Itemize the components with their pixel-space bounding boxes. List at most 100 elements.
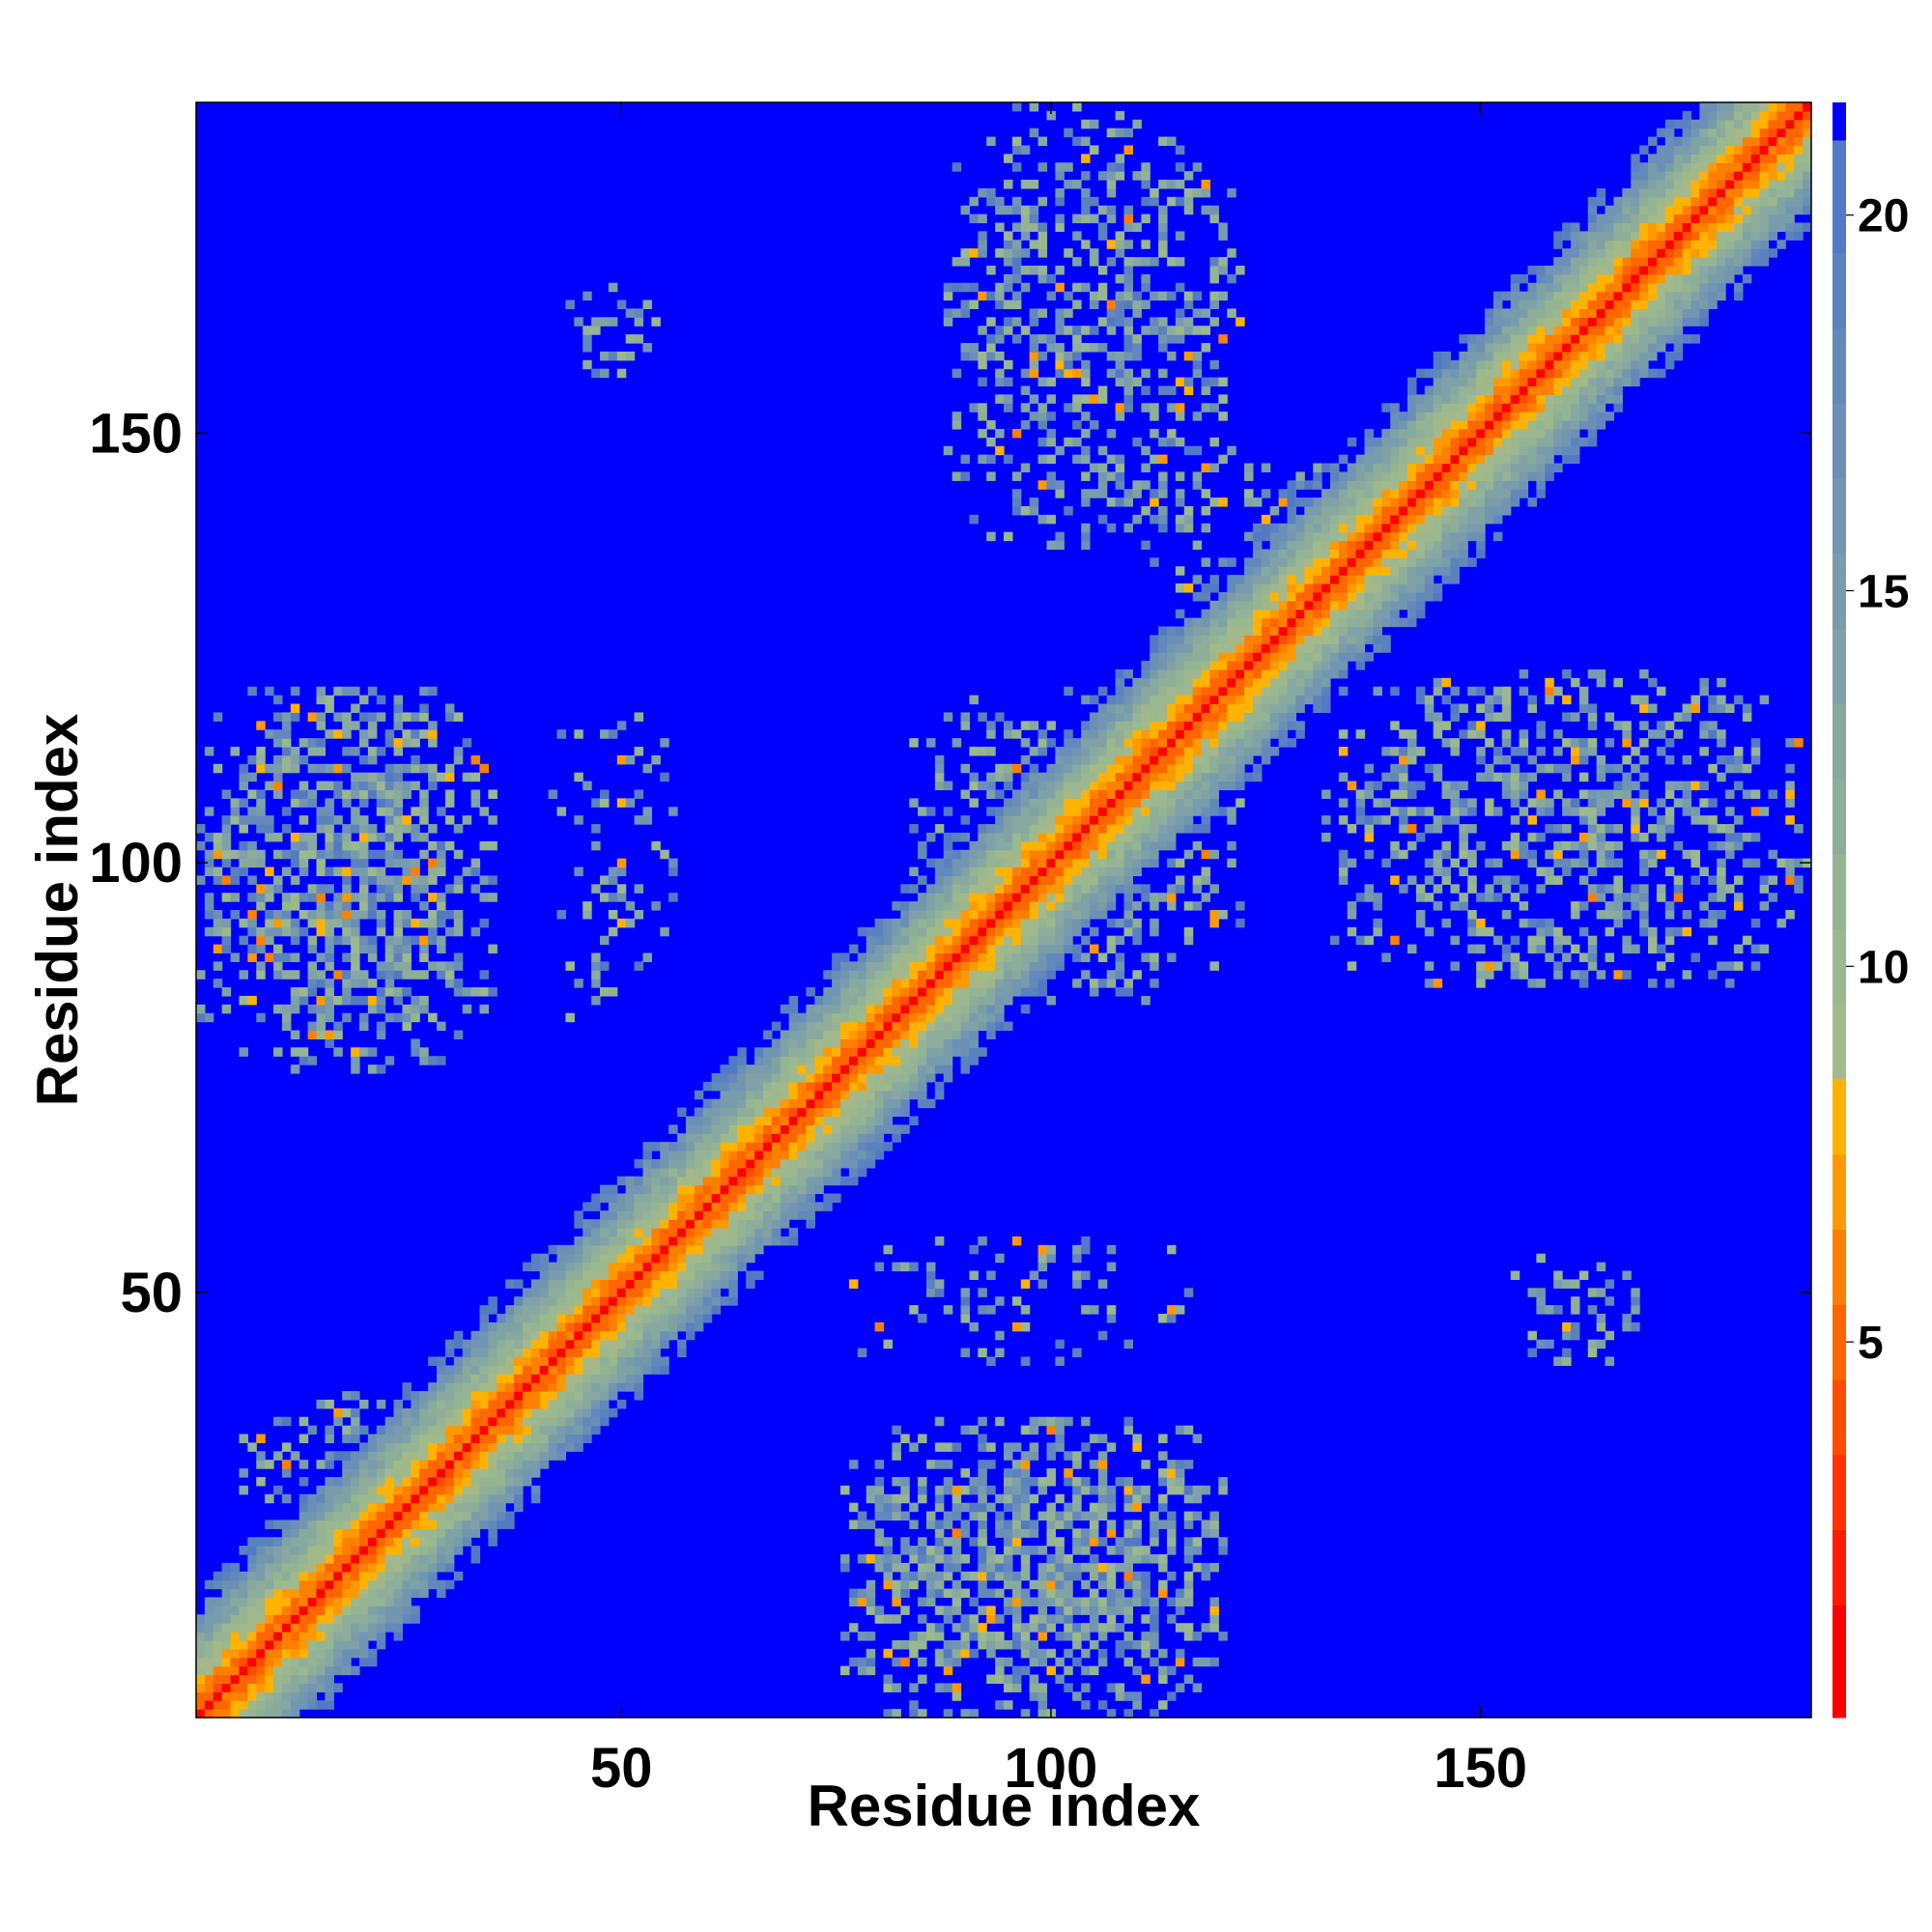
heatmap-cell	[1037, 1279, 1048, 1289]
heatmap-cell	[1097, 979, 1108, 988]
heatmap-cell	[1004, 1639, 1013, 1650]
heatmap-cell	[960, 918, 971, 928]
heatmap-cell	[978, 213, 987, 224]
heatmap-cell	[762, 1176, 773, 1186]
heatmap-cell	[1141, 1674, 1151, 1685]
heatmap-cell	[393, 1485, 404, 1495]
heatmap-cell	[256, 1434, 266, 1443]
heatmap-cell	[402, 1520, 412, 1529]
heatmap-cell	[883, 961, 893, 971]
heatmap-cell	[444, 1562, 455, 1573]
heatmap-cell	[1072, 979, 1082, 988]
heatmap-cell	[470, 772, 481, 782]
heatmap-cell	[298, 867, 309, 877]
heatmap-cell	[1106, 187, 1117, 198]
heatmap-cell	[307, 1648, 318, 1659]
heatmap-cell	[393, 1511, 404, 1521]
heatmap-cell	[960, 944, 971, 954]
heatmap-cell	[351, 1546, 360, 1555]
heatmap-cell	[530, 1485, 541, 1495]
heatmap-cell	[1046, 428, 1056, 439]
heatmap-cell	[625, 1382, 636, 1392]
heatmap-cell	[728, 1072, 738, 1083]
heatmap-cell	[1004, 1657, 1013, 1667]
heatmap-cell	[1115, 781, 1125, 791]
heatmap-cell	[1064, 849, 1073, 860]
heatmap-cell	[848, 1056, 859, 1065]
heatmap-cell	[685, 1288, 696, 1297]
heatmap-cell	[316, 1546, 326, 1555]
heatmap-cell	[1166, 652, 1177, 662]
heatmap-cell	[1055, 213, 1065, 224]
heatmap-cell	[883, 1038, 893, 1048]
heatmap-cell	[1097, 1657, 1108, 1667]
heatmap-cell	[1158, 514, 1168, 525]
heatmap-cell	[325, 815, 334, 825]
heatmap-cell	[393, 815, 404, 825]
heatmap-cell	[437, 1562, 446, 1573]
heatmap-cell	[479, 1416, 489, 1427]
heatmap-cell	[402, 1468, 412, 1478]
heatmap-cell	[1081, 1605, 1091, 1615]
heatmap-cell	[196, 1648, 206, 1659]
heatmap-cell	[892, 1588, 901, 1599]
heatmap-cell	[651, 1348, 661, 1358]
heatmap-cell	[677, 1228, 687, 1237]
heatmap-cell	[351, 1056, 360, 1065]
heatmap-cell	[943, 1004, 953, 1014]
heatmap-cell	[437, 1476, 446, 1487]
heatmap-cell	[428, 935, 438, 946]
heatmap-cell	[986, 875, 996, 885]
heatmap-cell	[273, 729, 283, 739]
heatmap-cell	[969, 196, 979, 207]
heatmap-cell	[213, 867, 223, 877]
heatmap-cell	[1072, 403, 1082, 412]
heatmap-cell	[351, 1554, 360, 1564]
heatmap-cell	[1123, 1709, 1133, 1719]
heatmap-cell	[1115, 1537, 1125, 1547]
heatmap-cell	[857, 1151, 867, 1160]
heatmap-cell	[1020, 901, 1031, 911]
heatmap-cell	[1046, 273, 1056, 284]
heatmap-cell	[462, 1407, 472, 1418]
heatmap-cell	[788, 1202, 799, 1211]
heatmap-cell	[1158, 205, 1168, 215]
heatmap-cell	[1020, 798, 1031, 808]
heatmap-cell	[367, 1605, 378, 1615]
heatmap-cell	[969, 1056, 979, 1065]
heatmap-cell	[497, 1511, 506, 1521]
heatmap-cell	[1097, 471, 1108, 481]
heatmap-cell	[411, 858, 420, 868]
heatmap-cell	[1123, 729, 1133, 739]
heatmap-cell	[479, 1511, 489, 1521]
heatmap-cell	[239, 867, 248, 877]
heatmap-cell	[797, 1047, 808, 1057]
heatmap-cell	[600, 1228, 610, 1237]
heatmap-cell	[1097, 754, 1108, 765]
heatmap-cell	[1004, 1021, 1013, 1032]
heatmap-cell	[694, 1116, 704, 1125]
heatmap-cell	[402, 1528, 412, 1538]
heatmap-cell	[325, 1562, 334, 1573]
heatmap-cell	[402, 1021, 412, 1032]
heatmap-cell	[316, 884, 326, 894]
heatmap-cell	[1081, 1244, 1091, 1255]
heatmap-cell	[497, 1356, 506, 1366]
heatmap-cell	[1089, 849, 1099, 860]
heatmap-cell	[986, 1632, 996, 1641]
heatmap-cell	[866, 1665, 876, 1676]
heatmap-cell	[265, 1648, 274, 1659]
heatmap-cell	[728, 1184, 738, 1195]
heatmap-cell	[1097, 445, 1108, 456]
heatmap-cell	[539, 1399, 550, 1409]
heatmap-cell	[892, 1476, 901, 1487]
heatmap-cell	[1037, 231, 1048, 241]
heatmap-cell	[943, 445, 953, 456]
heatmap-cell	[934, 763, 945, 774]
heatmap-cell	[548, 1305, 558, 1315]
heatmap-cell	[470, 884, 481, 894]
heatmap-cell	[1106, 1244, 1117, 1255]
heatmap-cell	[376, 961, 386, 971]
heatmap-cell	[934, 1081, 945, 1092]
heatmap-cell	[1020, 145, 1031, 155]
